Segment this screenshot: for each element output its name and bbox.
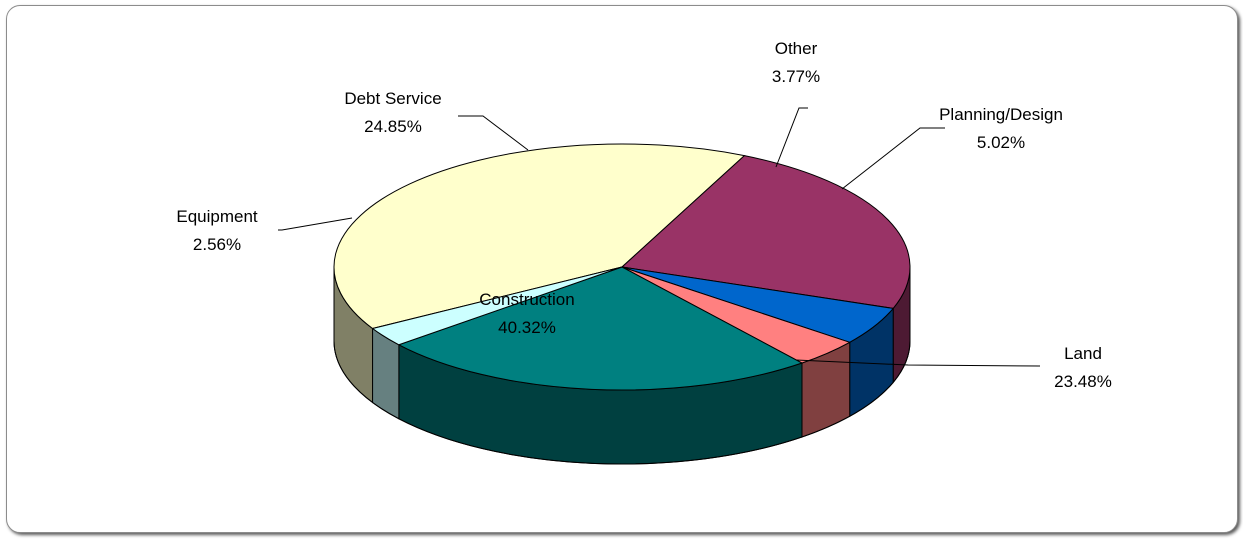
slice-debt-service [397,266,804,391]
slice-label-equipment: Equipment [176,207,258,226]
slice-value-other: 3.77% [772,67,820,86]
slice-value-debt-service: 24.85% [364,117,422,136]
slice-land [620,155,911,309]
pie-sides [333,266,911,465]
slice-value-construction: 40.32% [498,318,556,337]
slice-label-debt-service: Debt Service [344,89,441,108]
slice-label-land: Land [1064,344,1102,363]
leader-lines [278,107,1041,367]
slice-value-equipment: 2.56% [193,235,241,254]
leader-line-land [795,359,1041,367]
slice-value-land: 23.48% [1054,372,1112,391]
slice-label-construction: Construction [479,290,574,309]
slice-label-planning-design: Planning/Design [939,105,1063,124]
slice-label-other: Other [775,39,818,58]
leader-line-planning-design [841,127,945,190]
pie-tops [333,143,911,391]
slice-value-planning-design: 5.02% [977,133,1025,152]
slice-labels: Construction 40.32% Land 23.48% Planning/Des… [176,39,1111,391]
leader-line-other [775,107,808,168]
leader-line-debt-service [458,115,529,151]
slice-equipment [371,266,623,346]
leader-line-equipment [278,217,353,231]
slice-construction [333,143,746,330]
pie-base-outline [333,340,911,465]
